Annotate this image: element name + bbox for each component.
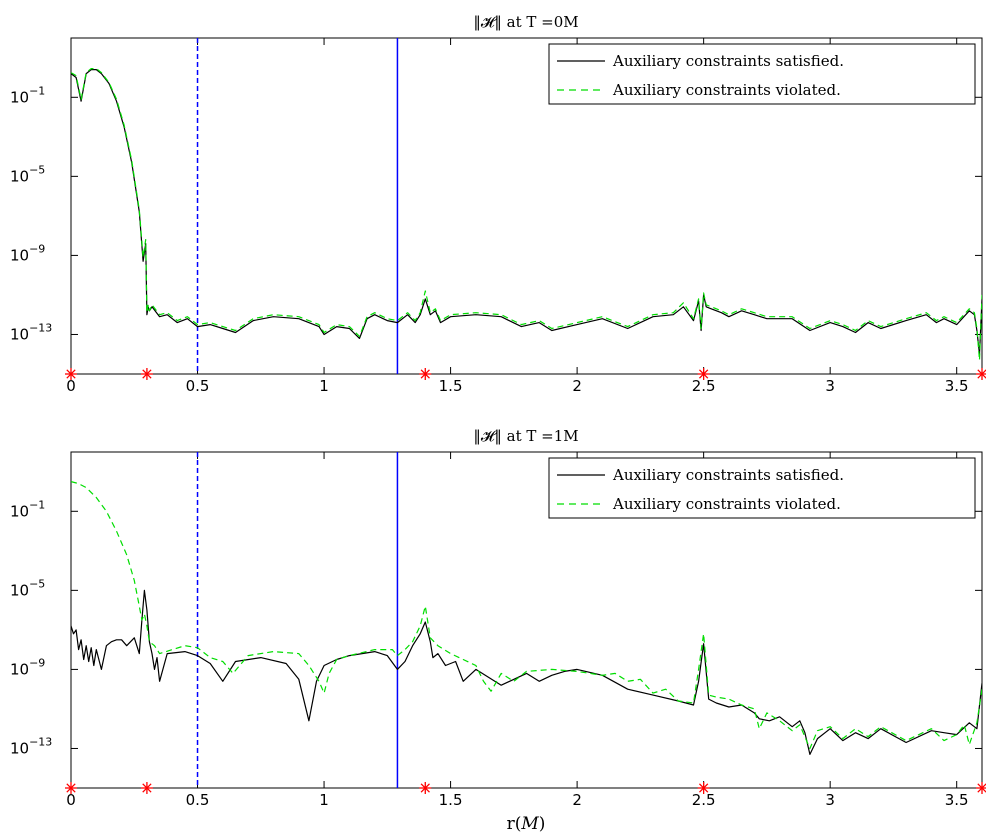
vertical-lines-bottom: [196, 452, 399, 788]
x-axis-label: r(𝑀): [507, 814, 546, 834]
legend-bottom: Auxiliary constraints satisfied. Auxilia…: [548, 457, 976, 519]
y-tick-label: 10−13: [10, 321, 52, 343]
star-marker: [419, 368, 432, 380]
chart-bottom: ‖𝓗‖ at T =1M 0 0.5 1 1.5 2 2.5 3 3.5 10−1 10−5 10−…: [10, 427, 986, 834]
y-tick-label: 10−13: [10, 735, 52, 757]
legend-label-violated-top: Auxiliary constraints violated.: [612, 81, 841, 99]
star-marker: [697, 368, 710, 380]
star-marker: [697, 782, 710, 794]
y-tick-label: 10−9: [10, 656, 45, 678]
star-marker: [976, 368, 986, 380]
y-tick-label: 10−1: [10, 84, 45, 106]
star-marker: [140, 782, 153, 794]
legend-box-top: [548, 43, 976, 105]
vertical-lines-top: [196, 38, 399, 374]
star-marker: [419, 782, 432, 794]
star-marker: [65, 368, 77, 380]
x-tick-label: 2.5: [692, 377, 716, 395]
legend-label-satisfied-top: Auxiliary constraints satisfied.: [612, 52, 844, 70]
x-tick-label: 1.5: [439, 377, 463, 395]
star-marker: [65, 782, 77, 794]
legend-label-violated-bottom: Auxiliary constraints violated.: [612, 495, 841, 513]
axis-ticks-top: 0 0.5 1 1.5 2 2.5 3 3.5 10−1 10−5 10−9 10−13: [10, 38, 982, 395]
legend-top: Auxiliary constraints satisfied. Auxilia…: [548, 43, 976, 105]
x-tick-label: 2: [572, 377, 582, 395]
x-tick-label: 2: [572, 791, 582, 809]
legend-box-bottom: [548, 457, 976, 519]
x-tick-label: 3.5: [945, 377, 969, 395]
chart-title-top: ‖𝓗‖ at T =0M: [473, 13, 578, 31]
x-tick-label: 0: [66, 791, 76, 809]
x-tick-label: 1: [319, 791, 329, 809]
x-tick-label: 3.5: [945, 791, 969, 809]
star-marker: [140, 368, 153, 380]
x-tick-label: 0.5: [186, 377, 210, 395]
series-group-bottom: [71, 481, 982, 756]
series-line-violated: [71, 481, 982, 750]
x-tick-label: 1: [319, 377, 329, 395]
chart-top: ‖𝓗‖ at T =0M 0 0.5 1 1.5 2 2.5 3 3.5 10−1 10−5 10−…: [10, 13, 986, 395]
markers-bottom: [65, 782, 986, 794]
y-tick-label: 10−5: [10, 577, 45, 599]
markers-top: [65, 368, 986, 380]
star-marker: [976, 782, 986, 794]
chart-title-bottom: ‖𝓗‖ at T =1M: [473, 427, 578, 445]
x-tick-label: 0.5: [186, 791, 210, 809]
x-tick-label: 3: [825, 377, 835, 395]
x-tick-label: 2.5: [692, 791, 716, 809]
x-tick-label: 3: [825, 791, 835, 809]
series-line-satisfied: [71, 68, 982, 355]
x-tick-label: 0: [66, 377, 76, 395]
series-line-satisfied: [71, 589, 982, 756]
y-tick-label: 10−9: [10, 242, 45, 264]
series-group-top: [71, 67, 982, 361]
y-tick-label: 10−5: [10, 163, 45, 185]
y-tick-label: 10−1: [10, 498, 45, 520]
legend-label-satisfied-bottom: Auxiliary constraints satisfied.: [612, 466, 844, 484]
axis-ticks-bottom: 0 0.5 1 1.5 2 2.5 3 3.5 10−1 10−5 10−9 10−13: [10, 452, 982, 809]
x-tick-label: 1.5: [439, 791, 463, 809]
